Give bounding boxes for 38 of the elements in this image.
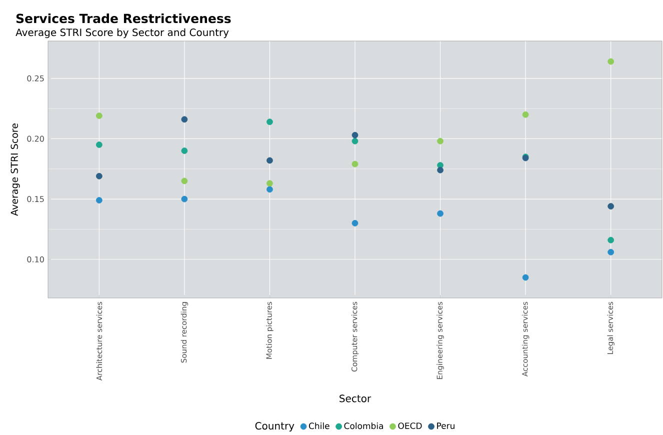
point — [266, 157, 273, 164]
x-axis-title: Sector — [340, 394, 372, 402]
point — [96, 142, 102, 148]
point — [437, 166, 444, 174]
point — [266, 180, 273, 187]
point — [96, 112, 102, 119]
point — [437, 138, 444, 144]
point — [608, 248, 614, 256]
legend-label: Peru — [437, 422, 454, 429]
legend-label: Colombia — [344, 422, 383, 430]
point — [96, 197, 102, 204]
chart-subtitle: Average STRI Score by Sector and Country — [16, 28, 229, 38]
point — [352, 138, 358, 144]
chart-title: Services Trade Restrictiveness — [16, 13, 231, 24]
point — [352, 220, 358, 226]
point — [181, 196, 188, 202]
legend-label: OECD — [398, 422, 422, 430]
point — [352, 132, 358, 138]
y-tick-label: 0.15 — [27, 196, 44, 202]
point — [522, 111, 529, 118]
y-tick-label: 0.25 — [27, 75, 44, 82]
point — [522, 274, 529, 281]
y-tick-label: 0.10 — [27, 256, 44, 262]
y-axis-title: Average STRI Score — [10, 124, 20, 216]
point — [608, 236, 614, 244]
y-tick-label: 0.20 — [27, 136, 44, 142]
point — [96, 172, 102, 180]
point — [608, 58, 614, 65]
point — [266, 118, 273, 126]
point — [266, 186, 273, 193]
legend-title: Country — [255, 422, 294, 432]
point — [437, 210, 444, 217]
point — [352, 160, 358, 168]
point — [181, 116, 188, 123]
legend-label: Chile — [308, 422, 330, 430]
point — [181, 148, 188, 154]
point — [181, 178, 188, 184]
point — [608, 203, 614, 210]
